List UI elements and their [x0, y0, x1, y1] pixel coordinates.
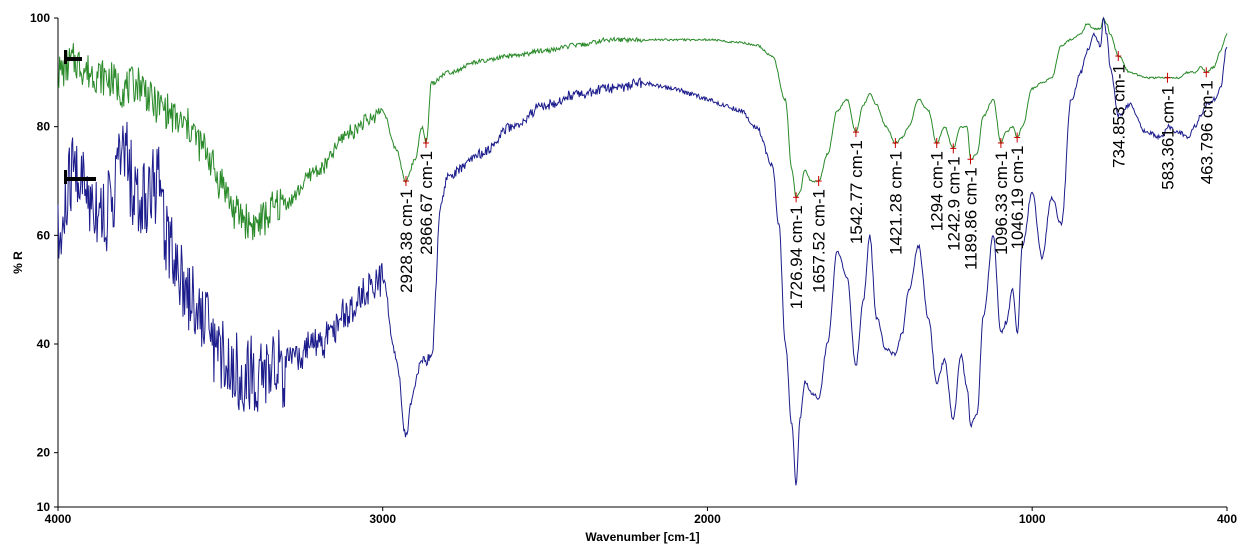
x-tick-label: 1000: [1019, 512, 1046, 526]
peak-label: 1294 cm-1: [928, 151, 947, 231]
y-tick-label: 100: [30, 11, 50, 25]
peak-labels: 2928.38 cm-1 2866.67 cm-1 1726.94 cm-1 1657…: [397, 64, 1216, 309]
x-tick-label: 3000: [369, 512, 396, 526]
peak-label: 1542.77 cm-1: [847, 140, 866, 244]
spectrum-traces: [57, 16, 1228, 486]
peak-label: 734.853 cm-1: [1109, 64, 1128, 168]
axes: 10 20 40 60 80 100 4000 3000 2000 1000 400: [30, 11, 1237, 526]
peak-label: 1242.9 cm-1: [944, 156, 963, 251]
x-tick-label: 4000: [45, 512, 72, 526]
peak-label: 463.796 cm-1: [1197, 80, 1216, 184]
x-tick-label: 2000: [694, 512, 721, 526]
legend-tick-top: [64, 50, 67, 64]
x-axis-title: Wavenumber [cm-1]: [585, 530, 699, 544]
legend-bar-bottom: [64, 177, 96, 181]
peak-label: 1189.86 cm-1: [962, 167, 981, 270]
y-tick-label: 60: [37, 228, 51, 242]
peak-markers: [402, 51, 1210, 203]
y-tick-label: 40: [37, 337, 51, 351]
peak-label: 1421.28 cm-1: [886, 151, 905, 255]
peak-label: 2866.67 cm-1: [417, 151, 436, 255]
x-tick-label: 400: [1217, 512, 1237, 526]
peak-label: 1046.19 cm-1: [1008, 146, 1027, 250]
legend-marks: [64, 50, 96, 184]
peak-label: 2928.38 cm-1: [397, 189, 416, 293]
peak-label: 583.361 cm-1: [1158, 86, 1177, 190]
peak-label: 1657.52 cm-1: [810, 189, 829, 293]
legend-bar-top: [64, 57, 82, 61]
y-axis-title: % R: [11, 251, 25, 274]
spectrum-line-1: [57, 17, 1228, 241]
spectrum-line-2: [57, 16, 1228, 486]
peak-label: 1096.33 cm-1: [992, 151, 1011, 255]
y-tick-label: 20: [37, 446, 51, 460]
y-tick-label: 10: [37, 500, 51, 514]
peak-label: 1726.94 cm-1: [787, 205, 806, 309]
legend-tick-bottom: [64, 170, 67, 184]
y-tick-label: 80: [37, 120, 51, 134]
